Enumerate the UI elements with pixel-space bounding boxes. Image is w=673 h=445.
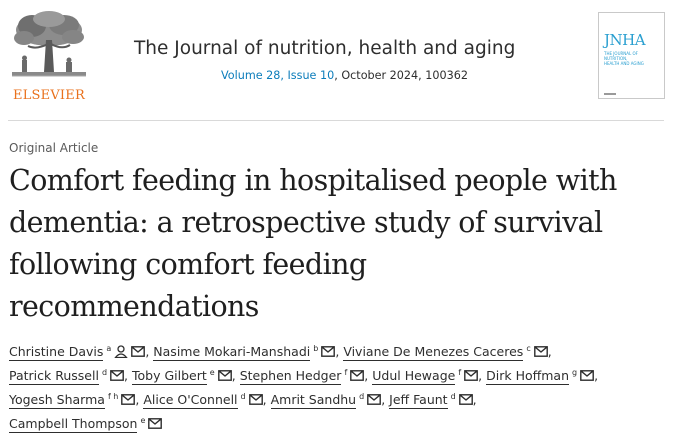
journal-cover-thumbnail[interactable]: JNHA The Journal of Nutrition, Health an… bbox=[598, 12, 665, 99]
mail-icon[interactable] bbox=[121, 394, 136, 405]
issue-details: , October 2024, 100362 bbox=[334, 69, 468, 82]
author-row: Yogesh Sharma f h, Alice O'Connell d, Amrit … bbox=[9, 392, 481, 409]
author-name[interactable]: Stephen Hedger bbox=[239, 368, 342, 385]
title-line: dementia: a retrospective study of survi… bbox=[9, 206, 603, 239]
affiliation-superscript[interactable]: c bbox=[526, 344, 531, 353]
mail-icon[interactable] bbox=[464, 370, 479, 381]
cover-mark bbox=[604, 93, 616, 95]
author-link[interactable]: Viviane De Menezes Caceres c bbox=[343, 344, 548, 361]
author-name[interactable]: Dirk Hoffman bbox=[486, 368, 570, 385]
affiliation-superscript[interactable]: d bbox=[240, 392, 246, 401]
author-link[interactable]: Stephen Hedger f bbox=[239, 368, 365, 385]
affiliation-superscript[interactable]: d bbox=[450, 392, 456, 401]
affiliation-superscript[interactable]: f bbox=[458, 368, 462, 377]
author-separator: , bbox=[381, 392, 386, 407]
mail-icon[interactable] bbox=[533, 346, 548, 357]
author-name[interactable]: Viviane De Menezes Caceres bbox=[343, 344, 524, 361]
author-name[interactable]: Udul Hewage bbox=[372, 368, 456, 385]
author-link[interactable]: Campbell Thompson e bbox=[9, 416, 163, 433]
author-name[interactable]: Christine Davis bbox=[9, 344, 104, 361]
author-name[interactable]: Jeff Faunt bbox=[389, 392, 448, 409]
author-link[interactable]: Christine Davis a bbox=[9, 344, 146, 361]
mail-icon[interactable] bbox=[110, 370, 124, 381]
article-type: Original Article bbox=[9, 141, 99, 155]
author-separator: , bbox=[364, 368, 369, 383]
author-name[interactable]: Campbell Thompson bbox=[9, 416, 138, 433]
journal-title[interactable]: The Journal of nutrition, health and agi… bbox=[134, 38, 516, 59]
title-line: Comfort feeding in hospitalised people w… bbox=[9, 164, 617, 197]
mail-icon[interactable] bbox=[350, 370, 365, 381]
author-name[interactable]: Amrit Sandhu bbox=[270, 392, 357, 409]
journal-header: ELSEVIER The Journal of nutrition, healt… bbox=[0, 0, 673, 118]
author-separator: , bbox=[547, 344, 552, 359]
cover-title: JNHA bbox=[604, 31, 646, 49]
affiliation-superscript[interactable]: d bbox=[101, 368, 108, 377]
affiliation-superscript[interactable]: e bbox=[209, 368, 215, 377]
author-row: Christine Davis a, Nasime Mokari-Manshadi b… bbox=[9, 344, 556, 361]
title-line: recommendations bbox=[9, 290, 259, 323]
elsevier-tree-icon bbox=[10, 10, 88, 84]
header-divider bbox=[8, 120, 664, 121]
author-link[interactable]: Patrick Russell d bbox=[9, 368, 124, 385]
mail-icon[interactable] bbox=[217, 370, 232, 381]
author-separator: , bbox=[472, 392, 477, 407]
title-line: following comfort feeding bbox=[9, 248, 367, 281]
affiliation-superscript[interactable]: f bbox=[344, 368, 348, 377]
issue-info: Volume 28, Issue 10, October 2024, 10036… bbox=[221, 69, 468, 82]
author-row: Campbell Thompson e bbox=[9, 416, 163, 433]
mail-icon[interactable] bbox=[248, 394, 263, 405]
author-link[interactable]: Udul Hewage f bbox=[372, 368, 479, 385]
author-link[interactable]: Yogesh Sharma f h bbox=[9, 392, 136, 409]
author-link[interactable]: Jeff Faunt d bbox=[389, 392, 473, 409]
author-name[interactable]: Nasime Mokari-Manshadi bbox=[153, 344, 311, 361]
affiliation-superscript[interactable]: a bbox=[106, 344, 112, 353]
author-separator: , bbox=[262, 392, 267, 407]
elsevier-logo[interactable]: ELSEVIER bbox=[8, 10, 90, 103]
affiliation-superscript[interactable]: d bbox=[359, 392, 365, 401]
mail-icon[interactable] bbox=[580, 370, 594, 381]
publisher-name: ELSEVIER bbox=[13, 88, 85, 103]
author-row: Patrick Russell d, Toby Gilbert e, Stephen H… bbox=[9, 368, 602, 385]
author-link[interactable]: Amrit Sandhu d bbox=[270, 392, 382, 409]
mail-icon[interactable] bbox=[321, 346, 336, 357]
affiliation-superscript[interactable]: f h bbox=[107, 392, 119, 401]
author-link[interactable]: Nasime Mokari-Manshadi b bbox=[153, 344, 336, 361]
affiliation-superscript[interactable]: b bbox=[313, 344, 319, 353]
author-name[interactable]: Toby Gilbert bbox=[132, 368, 207, 385]
affiliation-superscript[interactable]: e bbox=[140, 416, 146, 425]
author-separator: , bbox=[231, 368, 236, 383]
mail-icon[interactable] bbox=[367, 394, 382, 405]
author-separator: , bbox=[145, 344, 150, 359]
author-name[interactable]: Patrick Russell bbox=[9, 368, 99, 385]
author-separator: , bbox=[135, 392, 140, 407]
mail-icon[interactable] bbox=[131, 346, 146, 357]
author-link[interactable]: Alice O'Connell d bbox=[143, 392, 263, 409]
author-separator: , bbox=[335, 344, 340, 359]
issue-link[interactable]: Volume 28, Issue 10 bbox=[221, 69, 335, 82]
mail-icon[interactable] bbox=[458, 394, 473, 405]
author-name[interactable]: Alice O'Connell bbox=[143, 392, 238, 409]
author-link[interactable]: Dirk Hoffman g bbox=[486, 368, 594, 385]
cover-subtitle: The Journal of Nutrition, Health and Agi… bbox=[604, 51, 644, 66]
affiliation-superscript[interactable]: g bbox=[572, 368, 578, 377]
author-separator: , bbox=[124, 368, 129, 383]
article-title: Comfort feeding in hospitalised people w… bbox=[9, 160, 669, 328]
mail-icon[interactable] bbox=[148, 418, 163, 429]
author-name[interactable]: Yogesh Sharma bbox=[9, 392, 105, 409]
person-icon[interactable] bbox=[114, 345, 129, 358]
author-separator: , bbox=[478, 368, 483, 383]
author-separator: , bbox=[594, 368, 599, 383]
author-link[interactable]: Toby Gilbert e bbox=[132, 368, 232, 385]
